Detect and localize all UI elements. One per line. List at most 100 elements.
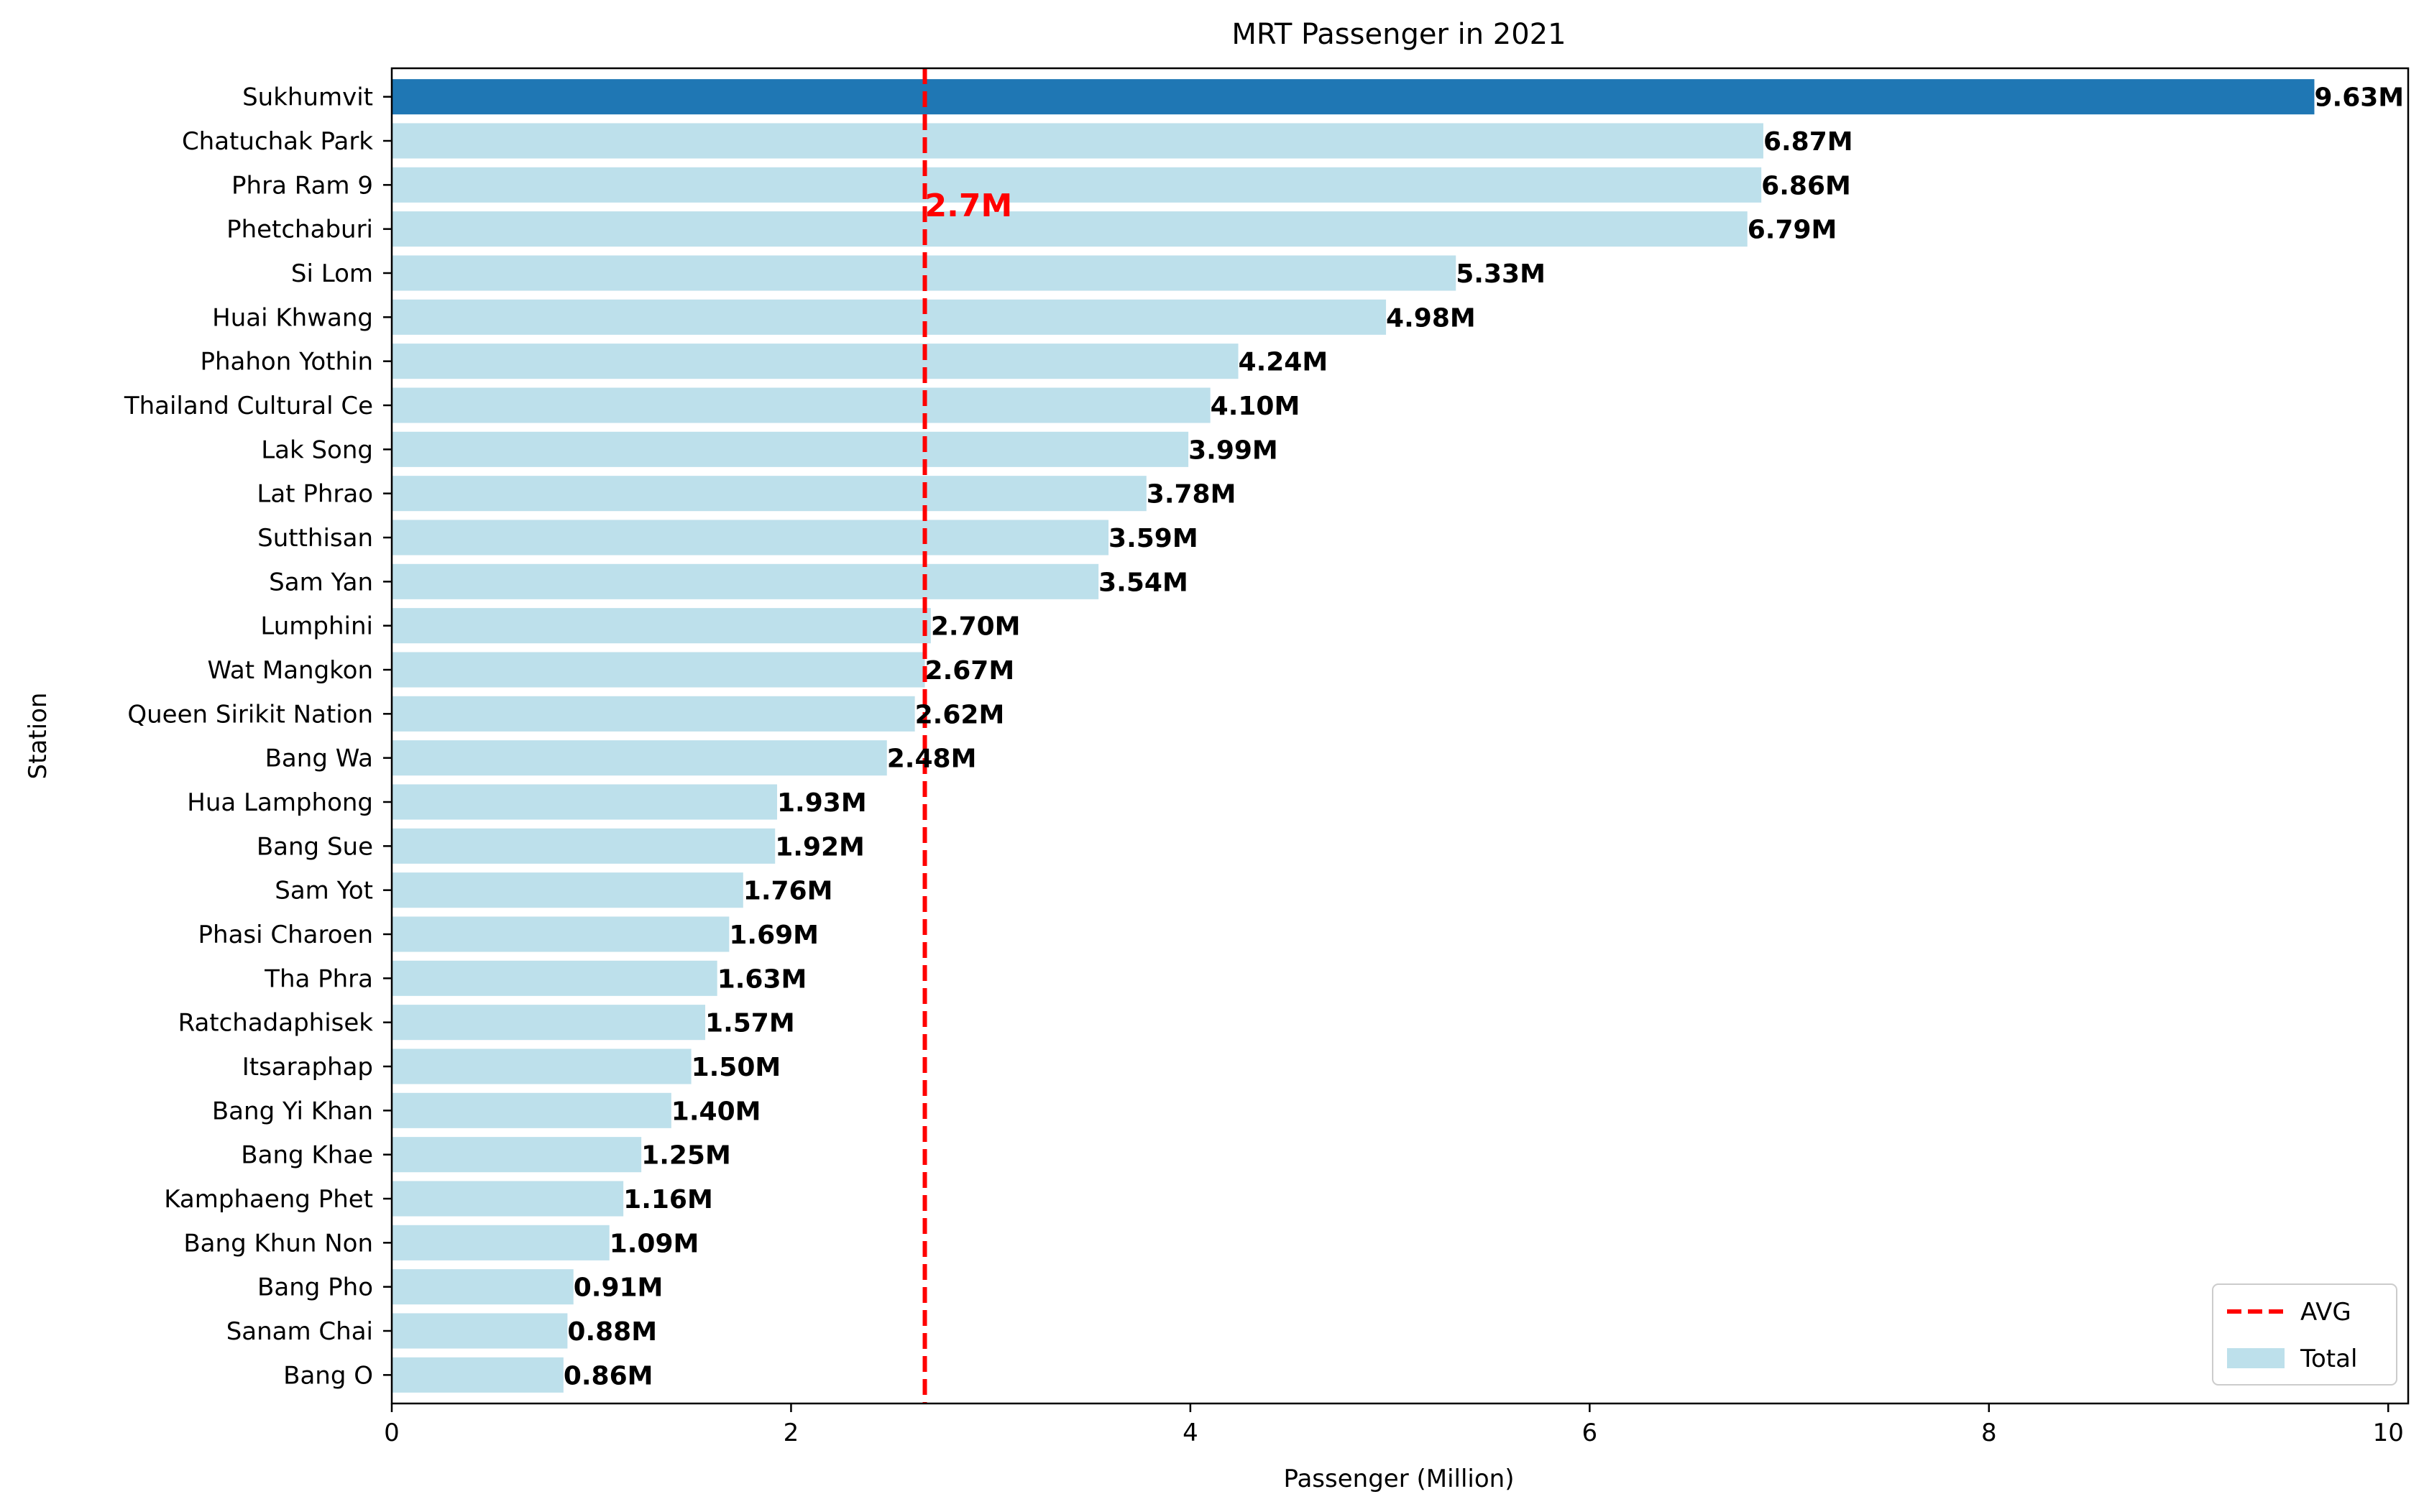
data-label: 6.87M <box>1763 127 1853 157</box>
bar <box>392 1313 568 1349</box>
bar <box>392 1225 610 1260</box>
x-tick-label: 6 <box>1582 1419 1598 1447</box>
y-tick-label: Itsaraphap <box>242 1053 373 1082</box>
bar <box>392 960 717 996</box>
bar <box>392 872 743 908</box>
bar <box>392 916 730 952</box>
data-label: 1.25M <box>641 1141 731 1171</box>
data-label: 1.50M <box>692 1053 781 1082</box>
data-label: 3.54M <box>1098 568 1188 597</box>
y-tick-label: Si Lom <box>291 259 373 288</box>
data-label: 6.86M <box>1761 171 1851 200</box>
avg-line-label: 2.7M <box>925 188 1013 224</box>
axis-ticks: Sukhumvit Chatuchak Park Phra Ram 9 Phetcha… <box>124 83 2404 1447</box>
bar <box>392 79 2315 115</box>
plot-frame <box>390 67 2410 1405</box>
data-label: 4.98M <box>1386 303 1476 333</box>
data-label: 1.69M <box>729 921 819 950</box>
y-tick-label: Bang Khun Non <box>183 1229 373 1258</box>
data-label: 0.88M <box>567 1317 657 1347</box>
data-label: 3.78M <box>1147 480 1236 510</box>
bar <box>392 828 776 864</box>
y-tick-label: Sanam Chai <box>226 1317 373 1346</box>
bar <box>392 476 1147 512</box>
data-label: 4.24M <box>1239 348 1328 377</box>
y-tick-label: Sam Yan <box>269 568 373 596</box>
plot-area: 2.7M 9.63M 6.87M 6.86M 6.79M 5.33M 4.98M 4.24M 4… <box>392 68 2404 1403</box>
data-label: 1.63M <box>717 964 807 994</box>
y-tick-label: Sukhumvit <box>242 83 373 112</box>
x-tick-label: 4 <box>1183 1419 1198 1447</box>
data-label: 2.62M <box>915 700 1005 729</box>
bar <box>392 1005 706 1041</box>
y-tick-label: Tha Phra <box>264 964 373 993</box>
bar <box>392 431 1189 467</box>
y-tick-label: Queen Sirikit Nation <box>127 700 373 729</box>
y-tick-label: Bang Yi Khan <box>212 1097 373 1125</box>
bar <box>392 740 887 776</box>
bar <box>392 1357 564 1393</box>
y-tick-label: Phahon Yothin <box>200 348 373 377</box>
bar <box>392 299 1387 335</box>
bar <box>392 211 1748 247</box>
y-tick-label: Lak Song <box>261 435 373 464</box>
legend: AVG Total <box>2212 1283 2397 1386</box>
bar <box>392 1092 671 1128</box>
y-tick-label: Phra Ram 9 <box>231 171 373 200</box>
data-label: 1.40M <box>671 1097 761 1126</box>
data-label: 1.09M <box>610 1229 699 1258</box>
bar <box>392 1048 692 1084</box>
y-tick-label: Bang Pho <box>257 1273 373 1302</box>
y-tick-label: Huai Khwang <box>212 303 373 332</box>
data-label: 0.91M <box>574 1273 664 1303</box>
x-tick-label: 2 <box>784 1419 799 1447</box>
bar <box>392 563 1099 599</box>
y-tick-label: Ratchadaphisek <box>178 1009 374 1038</box>
data-label: 3.99M <box>1188 435 1278 465</box>
bar <box>392 652 925 688</box>
bar <box>392 608 931 644</box>
data-label: 0.86M <box>564 1361 653 1391</box>
legend-total-swatch <box>2227 1348 2285 1368</box>
y-tick-label: Bang Wa <box>265 745 373 773</box>
y-tick-label: Hua Lamphong <box>187 788 373 817</box>
x-tick-label: 0 <box>384 1419 400 1447</box>
legend-label: AVG <box>2300 1298 2351 1327</box>
data-label: 1.92M <box>775 832 865 862</box>
x-tick-label: 8 <box>1981 1419 1997 1447</box>
bar <box>392 387 1211 423</box>
data-label: 2.48M <box>887 745 977 774</box>
x-axis-label: Passenger (Million) <box>1284 1465 1515 1493</box>
chart-title: MRT Passenger in 2021 <box>1231 18 1566 51</box>
data-label: 1.76M <box>743 877 833 906</box>
y-tick-label: Wat Mangkon <box>207 656 373 685</box>
y-tick-label: Lat Phrao <box>257 480 373 509</box>
data-label: 2.70M <box>931 612 1021 642</box>
y-tick-label: Phetchaburi <box>226 216 373 244</box>
y-tick-label: Phasi Charoen <box>198 921 373 949</box>
data-label: 5.33M <box>1456 259 1546 289</box>
x-tick-label: 10 <box>2373 1419 2404 1447</box>
bar <box>392 1137 642 1173</box>
bar <box>392 1269 574 1305</box>
data-label: 3.59M <box>1108 524 1198 553</box>
data-label: 1.93M <box>777 788 867 818</box>
bar <box>392 167 1762 203</box>
legend-label: Total <box>2300 1345 2357 1373</box>
data-label: 6.79M <box>1748 216 1837 245</box>
data-label: 2.67M <box>925 656 1015 686</box>
data-label: 1.16M <box>623 1185 713 1214</box>
bar <box>392 344 1239 379</box>
y-tick-label: Bang Khae <box>241 1141 373 1170</box>
data-label: 4.10M <box>1211 392 1300 421</box>
bar <box>392 520 1109 556</box>
y-axis-label: Station <box>24 693 52 780</box>
y-tick-label: Kamphaeng Phet <box>164 1185 373 1214</box>
data-label: 1.57M <box>705 1009 795 1038</box>
y-tick-label: Bang Sue <box>257 832 373 861</box>
y-tick-label: Sutthisan <box>257 524 373 553</box>
bar <box>392 123 1763 159</box>
y-tick-label: Thailand Cultural Ce <box>124 392 373 420</box>
